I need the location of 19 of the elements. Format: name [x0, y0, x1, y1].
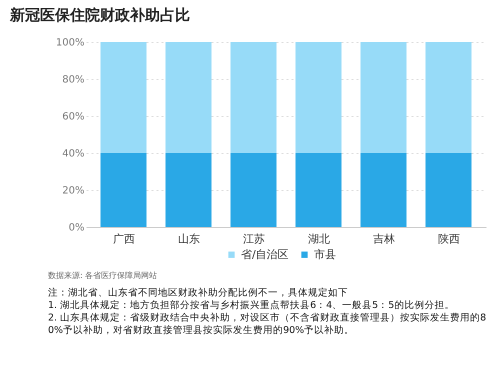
text: 1. 湖北具体规定：地方负担部分按省与乡村振兴重点帮扶县6：4、一般县5：5的比例分担。 — [48, 299, 454, 311]
x-tick-label: 江苏 — [243, 232, 265, 246]
y-tick-label: 40% — [62, 148, 84, 160]
x-tick-label: 陕西 — [438, 232, 460, 246]
chart-title: 新冠医保住院财政补助占比 — [9, 6, 190, 24]
y-tick-label: 20% — [62, 186, 84, 196]
legend-label: 市县 — [314, 248, 336, 261]
x-tick-label: 吉林 — [373, 232, 395, 246]
text: 注：湖北省、山东省不同地区财政补助分配比例不一，具体规定如下 — [48, 286, 348, 298]
y-tick-label: 0% — [68, 222, 84, 234]
y-tick-label: 60% — [62, 112, 84, 122]
y-tick-label: 100% — [56, 38, 84, 48]
legend-label: 省/自治区 — [241, 248, 289, 261]
y-tick-label: 80% — [62, 74, 84, 86]
x-tick-label: 山东 — [178, 232, 200, 246]
text: 2. 山东具体规定：省级财政结合中央补助，对设区市（不含省财政直接管理县）按实际发生费用的80%予以补助，对省财政直接管理县按实际发生费用的90%予以补助。 — [48, 312, 486, 336]
source-note: 数据来源: 各省医疗保障局网站 — [48, 271, 158, 280]
x-tick-label: 广西 — [113, 232, 135, 246]
x-tick-label: 湖北 — [308, 232, 330, 246]
